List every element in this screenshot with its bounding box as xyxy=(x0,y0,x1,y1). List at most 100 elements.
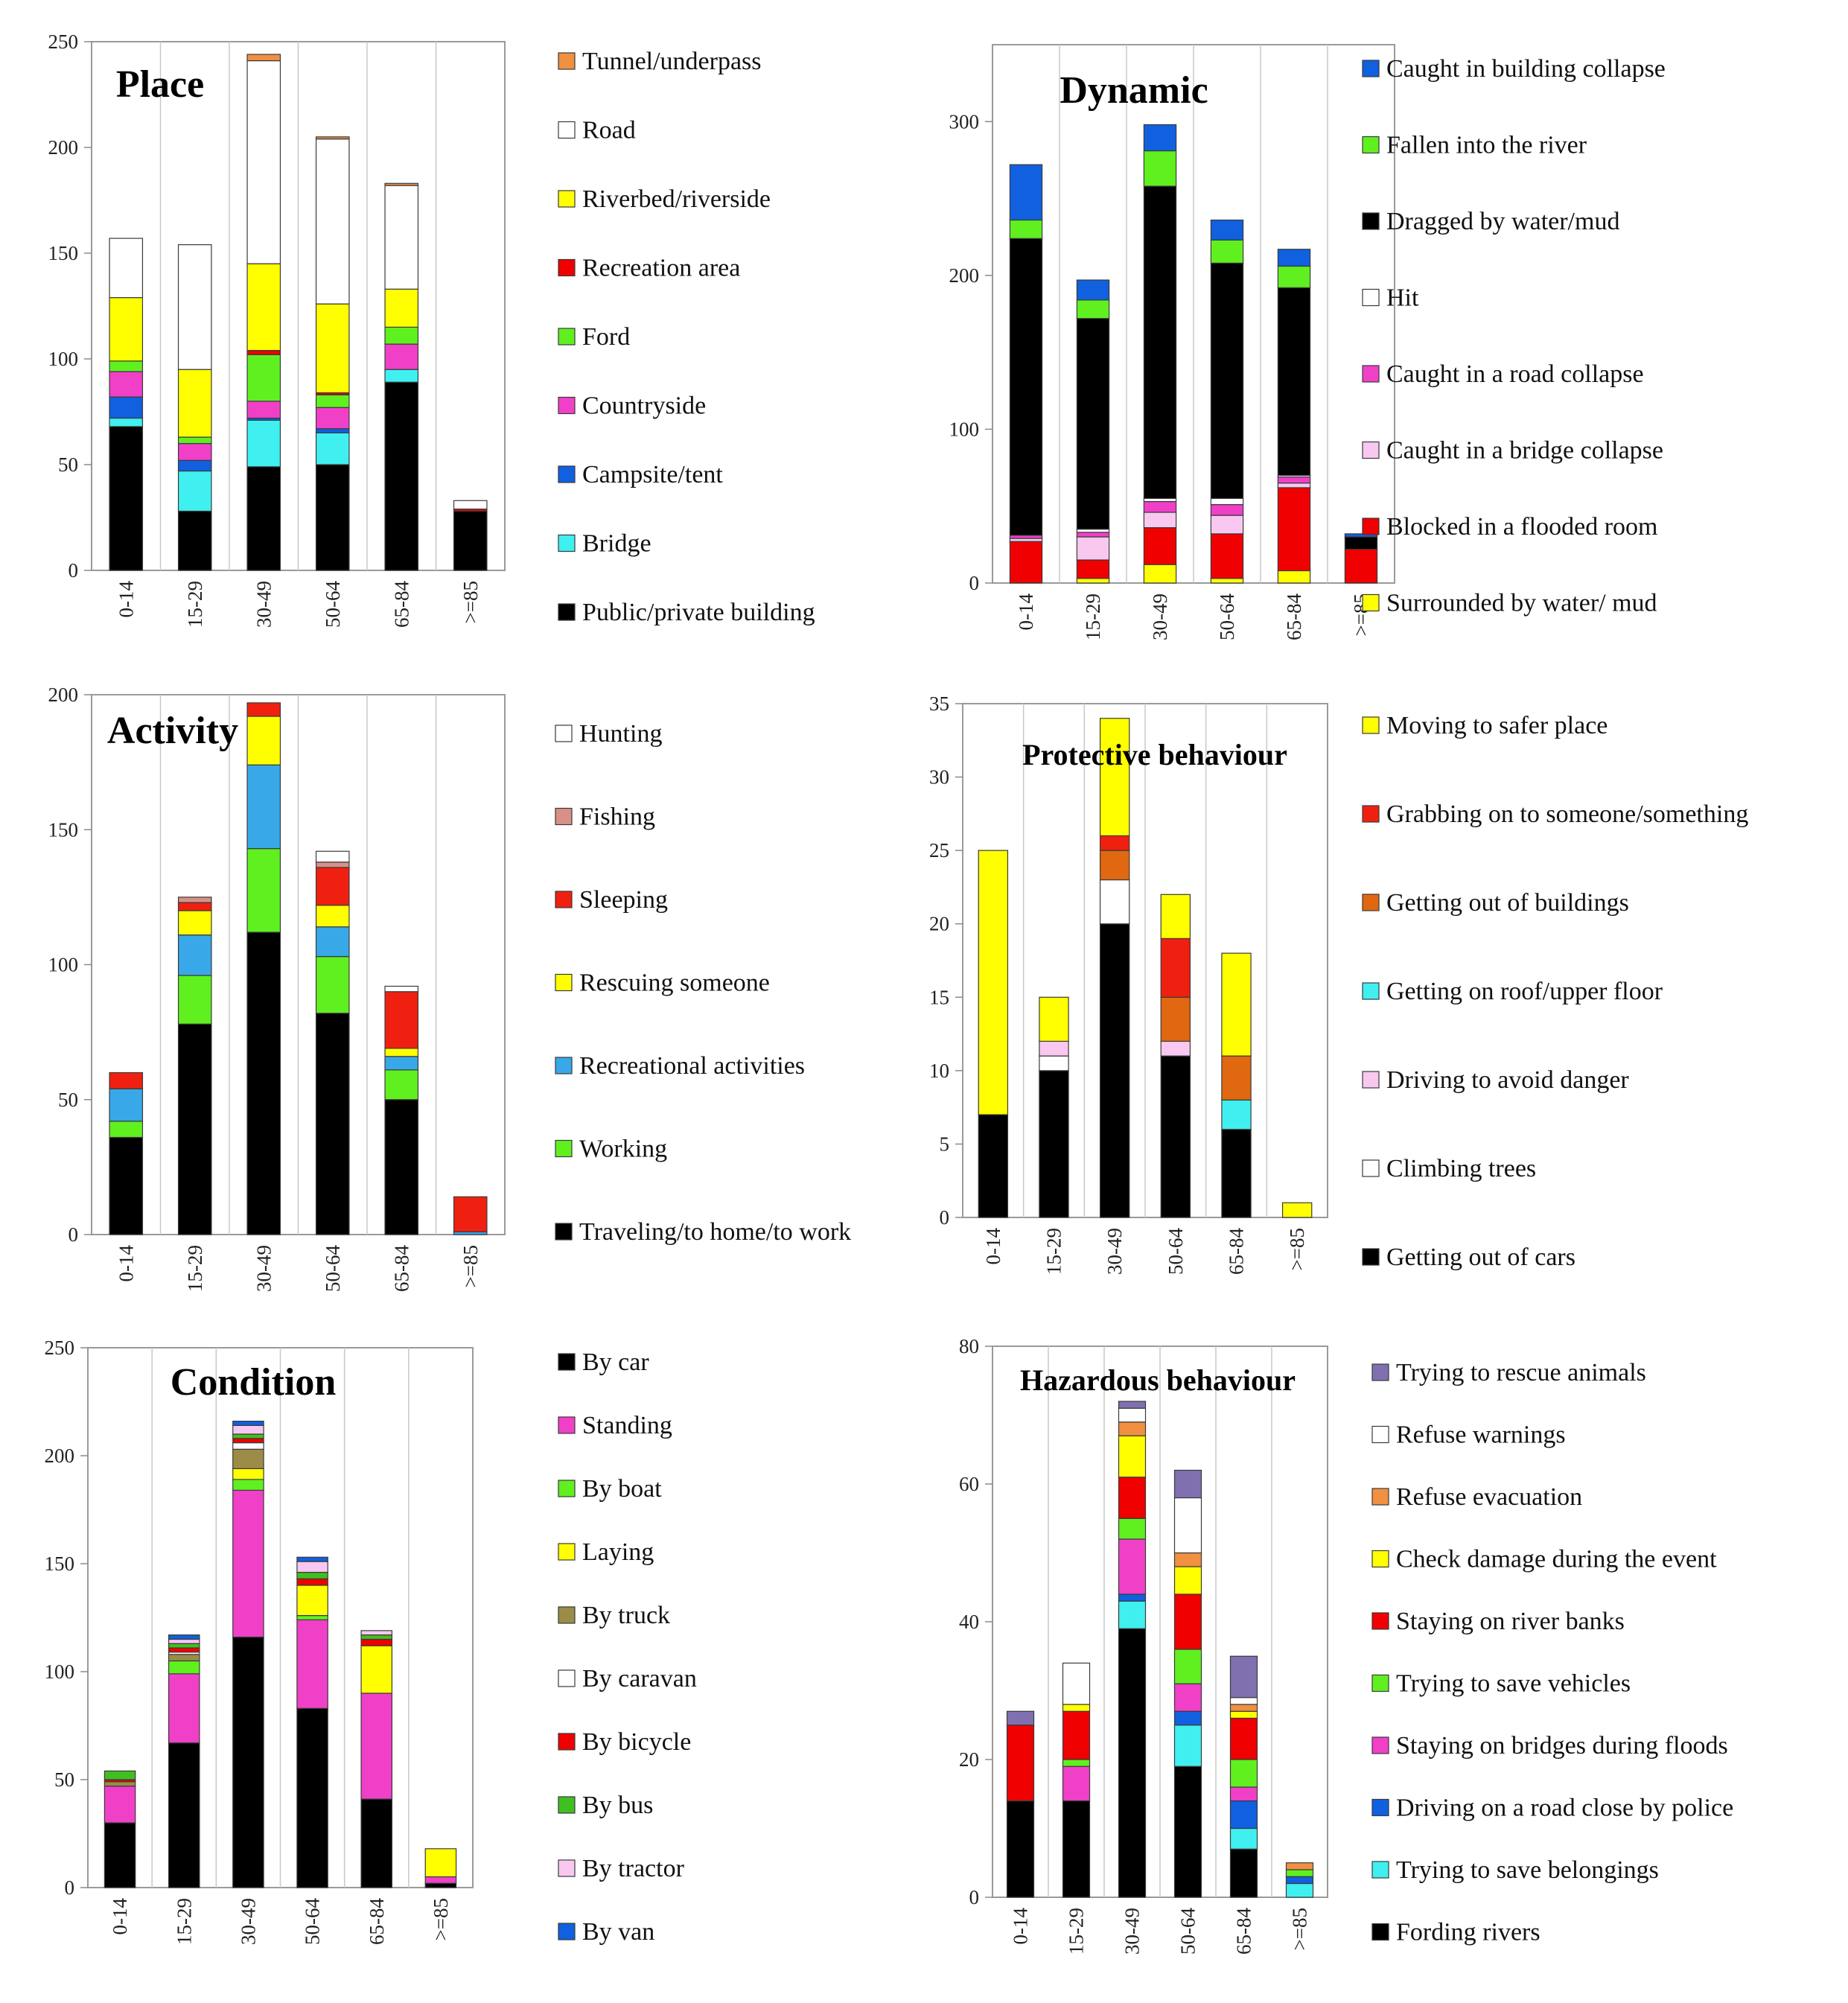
bar-caught-in-building-collapse-ge85 xyxy=(1344,533,1378,538)
bar-sleeping-ge85 xyxy=(453,1196,488,1232)
x-tick-label: >=85 xyxy=(1289,1908,1311,1950)
legend-label-getting-on-roof-upper-floor: Getting on roof/upper floor xyxy=(1386,978,1663,1005)
x-tick-label: 50-64 xyxy=(302,1898,324,1945)
legend-swatch-hit xyxy=(1362,288,1380,307)
legend-swatch-fishing xyxy=(555,807,573,826)
bar-refuse-warnings-30-49 xyxy=(1118,1407,1147,1423)
bar-getting-out-of-cars-50-64 xyxy=(1160,1055,1191,1218)
bar-hunting-50-64 xyxy=(315,850,350,863)
legend-label-caught-in-building-collapse: Caught in building collapse xyxy=(1386,55,1666,83)
bar-standing-ge85 xyxy=(424,1876,457,1884)
legend-label-refuse-warnings: Refuse warnings xyxy=(1396,1421,1566,1449)
x-tick-label: 15-29 xyxy=(184,1245,206,1292)
bar-moving-to-safer-place-ge85 xyxy=(1281,1202,1313,1218)
legend-swatch-recreational-activities xyxy=(555,1057,573,1074)
x-tick-label: 30-49 xyxy=(1103,1228,1126,1275)
x-tick-label: 0-14 xyxy=(982,1228,1004,1265)
bar-by-car-65-84 xyxy=(360,1798,393,1888)
bar-road-15-29 xyxy=(177,244,212,370)
chart-title-condition: Condition xyxy=(171,1361,337,1404)
y-tick-label: 100 xyxy=(48,348,79,370)
legend-label-fallen-into-the-river: Fallen into the river xyxy=(1386,132,1587,159)
legend-swatch-traveling-to-home-to-work xyxy=(555,1223,573,1241)
bar-trying-to-save-vehicles-50-64 xyxy=(1173,1649,1202,1684)
bar-hit-15-29 xyxy=(1076,529,1110,533)
legend-swatch-trying-to-save-belongings xyxy=(1371,1861,1389,1879)
bar-by-tractor-50-64 xyxy=(296,1561,328,1573)
bar-getting-on-roof-upper-floor-65-84 xyxy=(1221,1099,1252,1130)
bar-bridge-50-64 xyxy=(315,432,350,465)
x-tick-label: >=85 xyxy=(459,1245,482,1287)
bar-rescuing-someone-30-49 xyxy=(246,716,281,765)
bar-getting-out-of-buildings-50-64 xyxy=(1160,996,1191,1042)
bar-refuse-evacuation-ge85 xyxy=(1285,1862,1314,1870)
bar-rescuing-someone-65-84 xyxy=(384,1048,419,1057)
legend-label-working: Working xyxy=(579,1136,667,1163)
x-tick-label: 65-84 xyxy=(1283,593,1305,640)
bar-by-boat-15-29 xyxy=(168,1660,200,1675)
bar-by-car-50-64 xyxy=(296,1707,328,1888)
legend-swatch-countryside xyxy=(558,396,576,415)
bar-staying-on-bridges-during-floods-50-64 xyxy=(1173,1683,1202,1712)
legend-swatch-riverbed-riverside xyxy=(558,190,576,208)
y-tick-label: 150 xyxy=(48,242,79,264)
legend-label-driving-to-avoid-danger: Driving to avoid danger xyxy=(1386,1066,1629,1094)
x-tick-label: 0-14 xyxy=(115,1245,137,1282)
bar-ford-0-14 xyxy=(109,360,144,372)
y-tick-label: 10 xyxy=(929,1060,949,1082)
legend-label-getting-out-of-cars: Getting out of cars xyxy=(1386,1243,1575,1271)
bar-sleeping-50-64 xyxy=(315,867,350,906)
legend-swatch-tunnel-underpass xyxy=(558,52,576,70)
x-tick-label: 15-29 xyxy=(173,1898,195,1945)
legend-swatch-fallen-into-the-river xyxy=(1362,136,1380,154)
bar-driving-on-a-road-close-by-police-30-49 xyxy=(1118,1593,1147,1602)
y-tick-label: 200 xyxy=(48,136,79,159)
bar-laying-50-64 xyxy=(296,1585,328,1617)
x-tick-label: 15-29 xyxy=(1082,593,1104,640)
legend-label-refuse-evacuation: Refuse evacuation xyxy=(1396,1483,1582,1511)
bar-by-tractor-15-29 xyxy=(168,1638,200,1644)
legend-label-traveling-to-home-to-work: Traveling/to home/to work xyxy=(579,1218,851,1246)
bar-sleeping-0-14 xyxy=(109,1071,144,1089)
bar-tunnel-underpass-30-49 xyxy=(246,54,281,62)
x-tick-label: 30-49 xyxy=(252,581,275,628)
bar-blocked-in-a-flooded-room-30-49 xyxy=(1143,527,1177,565)
legend-swatch-campsite-tent xyxy=(558,465,576,483)
legend-swatch-refuse-evacuation xyxy=(1371,1488,1389,1506)
legend-label-caught-in-a-road-collapse: Caught in a road collapse xyxy=(1386,360,1644,388)
chart-protective-behaviour: 0 5 10 15 20 25 30 35 0-14 15-29 30-49 50-64 65-84 >=… xyxy=(929,692,1748,1275)
bar-climbing-trees-15-29 xyxy=(1039,1055,1069,1071)
y-tick-label: 20 xyxy=(959,1748,979,1771)
y-tick-label: 200 xyxy=(45,1445,75,1467)
legend-swatch-blocked-in-a-flooded-room xyxy=(1362,518,1380,535)
bar-by-van-15-29 xyxy=(168,1634,200,1640)
bar-countryside-50-64 xyxy=(315,407,350,430)
legend-label-standing: Standing xyxy=(582,1412,672,1439)
y-tick-label: 0 xyxy=(940,1206,950,1229)
bar-by-bus-65-84 xyxy=(360,1634,393,1640)
legend-label-getting-out-of-buildings: Getting out of buildings xyxy=(1386,889,1629,917)
bar-road-65-84 xyxy=(384,185,419,290)
bar-moving-to-safer-place-0-14 xyxy=(978,850,1009,1115)
y-tick-label: 150 xyxy=(45,1553,75,1575)
legend-swatch-by-bus xyxy=(558,1796,576,1814)
bar-public-private-building-50-64 xyxy=(315,464,350,571)
y-tick-label: 20 xyxy=(929,913,949,935)
chart-title-hazardous-behaviour: Hazardous behaviour xyxy=(1020,1363,1296,1397)
bar-dragged-by-water-mud-15-29 xyxy=(1076,318,1110,530)
bar-bridge-30-49 xyxy=(246,419,281,468)
bar-check-damage-during-the-event-30-49 xyxy=(1118,1435,1147,1478)
legend-swatch-fording-rivers xyxy=(1371,1923,1389,1941)
bar-surrounded-by-water-mud-50-64 xyxy=(1210,578,1244,584)
bar-working-0-14 xyxy=(109,1121,144,1139)
legend-swatch-getting-out-of-cars xyxy=(1362,1248,1380,1266)
y-tick-label: 0 xyxy=(969,1886,980,1908)
x-tick-label: 50-64 xyxy=(322,1245,344,1292)
bar-ford-15-29 xyxy=(177,436,212,445)
legend-swatch-by-boat xyxy=(558,1480,576,1497)
y-tick-label: 15 xyxy=(929,986,949,1008)
bar-trying-to-save-vehicles-15-29 xyxy=(1062,1759,1091,1767)
bar-moving-to-safer-place-15-29 xyxy=(1039,996,1069,1042)
